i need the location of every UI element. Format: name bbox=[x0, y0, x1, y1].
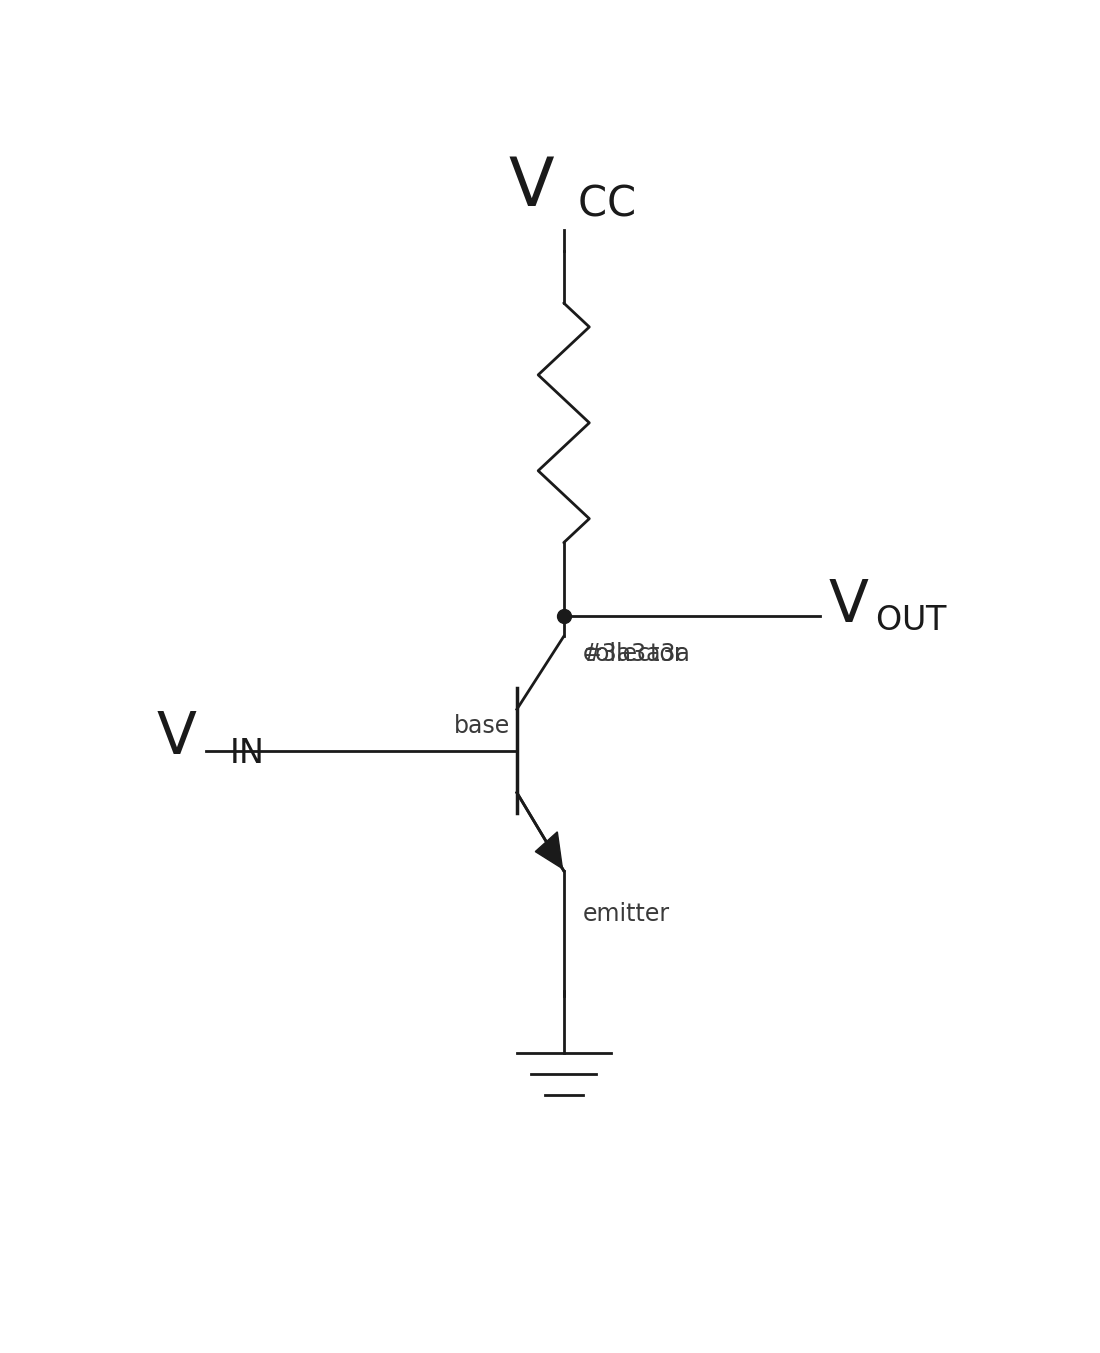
Text: base: base bbox=[454, 714, 510, 739]
Text: #3a3a3a: #3a3a3a bbox=[583, 641, 691, 666]
Text: $\mathdefault{IN}$: $\mathdefault{IN}$ bbox=[229, 736, 262, 770]
Polygon shape bbox=[536, 832, 562, 869]
Text: $\mathdefault{V}$: $\mathdefault{V}$ bbox=[828, 576, 869, 633]
Text: $\mathdefault{OUT}$: $\mathdefault{OUT}$ bbox=[874, 605, 947, 637]
Text: $\mathdefault{V}$: $\mathdefault{V}$ bbox=[156, 709, 197, 766]
Text: $\mathdefault{V}$: $\mathdefault{V}$ bbox=[508, 154, 556, 219]
Text: collector: collector bbox=[583, 641, 684, 666]
Text: emitter: emitter bbox=[583, 902, 670, 925]
Text: $\mathdefault{CC}$: $\mathdefault{CC}$ bbox=[576, 183, 635, 225]
